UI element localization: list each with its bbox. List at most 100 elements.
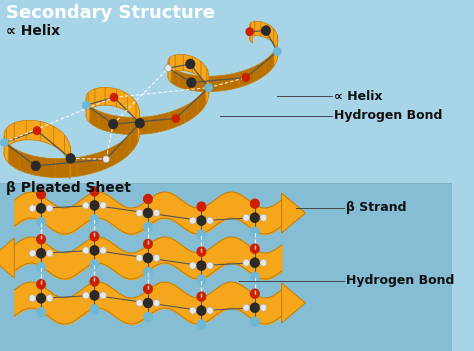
Circle shape: [172, 114, 180, 123]
Polygon shape: [250, 26, 253, 43]
Circle shape: [90, 290, 99, 300]
Circle shape: [82, 101, 91, 110]
Circle shape: [37, 218, 46, 227]
Circle shape: [197, 260, 206, 271]
Polygon shape: [207, 69, 209, 94]
Polygon shape: [282, 193, 305, 233]
Polygon shape: [277, 35, 278, 58]
Text: Hydrogen Bond: Hydrogen Bond: [334, 110, 442, 122]
Polygon shape: [128, 94, 136, 120]
Polygon shape: [36, 156, 55, 178]
Polygon shape: [0, 238, 14, 278]
Circle shape: [144, 312, 152, 322]
Circle shape: [197, 275, 206, 284]
Circle shape: [36, 248, 46, 258]
Text: β Strand: β Strand: [346, 201, 406, 214]
Polygon shape: [130, 124, 138, 153]
Circle shape: [136, 299, 143, 306]
Polygon shape: [149, 113, 168, 133]
Circle shape: [46, 295, 53, 302]
Circle shape: [190, 262, 196, 269]
Polygon shape: [206, 78, 209, 104]
Circle shape: [143, 253, 153, 263]
Polygon shape: [206, 75, 222, 92]
Polygon shape: [222, 72, 239, 91]
Polygon shape: [251, 21, 255, 37]
Circle shape: [153, 254, 160, 261]
Circle shape: [82, 202, 89, 209]
Circle shape: [90, 187, 99, 196]
Polygon shape: [116, 135, 130, 164]
Polygon shape: [201, 61, 207, 85]
Text: β Pleated Sheet: β Pleated Sheet: [6, 181, 131, 195]
Polygon shape: [171, 67, 179, 87]
Circle shape: [36, 203, 46, 213]
Circle shape: [197, 216, 206, 226]
Circle shape: [251, 227, 259, 236]
Circle shape: [37, 190, 46, 199]
Polygon shape: [267, 24, 273, 43]
Circle shape: [260, 259, 267, 266]
Circle shape: [243, 214, 250, 221]
Circle shape: [90, 305, 99, 314]
Circle shape: [251, 289, 259, 298]
Text: ∝ Helix: ∝ Helix: [6, 24, 60, 38]
Polygon shape: [105, 87, 117, 107]
Circle shape: [90, 245, 99, 256]
Circle shape: [204, 83, 213, 92]
Circle shape: [109, 119, 118, 129]
Circle shape: [273, 47, 282, 56]
Circle shape: [82, 292, 89, 299]
Text: Secondary Structure: Secondary Structure: [6, 4, 215, 22]
Circle shape: [37, 235, 46, 244]
Polygon shape: [55, 158, 77, 178]
Polygon shape: [99, 111, 113, 133]
Polygon shape: [77, 153, 98, 176]
Circle shape: [90, 260, 99, 269]
Bar: [0, 0, 452, 183]
Circle shape: [251, 317, 259, 326]
Polygon shape: [54, 126, 64, 155]
Circle shape: [90, 200, 99, 210]
Circle shape: [187, 78, 196, 88]
Circle shape: [144, 223, 152, 232]
Polygon shape: [88, 89, 95, 111]
Polygon shape: [185, 97, 198, 123]
Polygon shape: [117, 89, 128, 112]
Polygon shape: [250, 23, 251, 40]
Circle shape: [66, 153, 75, 163]
Polygon shape: [19, 151, 36, 175]
Circle shape: [251, 244, 259, 253]
Polygon shape: [4, 128, 6, 155]
Polygon shape: [95, 87, 105, 107]
Circle shape: [103, 156, 109, 163]
Circle shape: [31, 161, 40, 171]
Circle shape: [29, 250, 36, 257]
Circle shape: [100, 202, 107, 209]
Polygon shape: [130, 117, 149, 134]
Polygon shape: [273, 29, 277, 50]
Circle shape: [260, 304, 267, 311]
Polygon shape: [6, 123, 14, 148]
Polygon shape: [191, 75, 206, 92]
Polygon shape: [168, 106, 185, 130]
Circle shape: [100, 247, 107, 254]
Circle shape: [197, 247, 206, 256]
Polygon shape: [179, 71, 191, 90]
Circle shape: [46, 250, 53, 257]
Text: Hydrogen Bond: Hydrogen Bond: [346, 274, 454, 287]
Circle shape: [197, 292, 206, 301]
Circle shape: [243, 259, 250, 266]
Circle shape: [190, 217, 196, 224]
Polygon shape: [98, 145, 116, 172]
Polygon shape: [261, 22, 267, 39]
Text: ∝ Helix: ∝ Helix: [334, 90, 383, 102]
Polygon shape: [255, 21, 261, 36]
Circle shape: [29, 295, 36, 302]
Circle shape: [33, 126, 41, 135]
Polygon shape: [183, 54, 192, 73]
Polygon shape: [239, 67, 254, 87]
Polygon shape: [192, 57, 201, 78]
Polygon shape: [168, 62, 171, 82]
Polygon shape: [64, 135, 70, 166]
